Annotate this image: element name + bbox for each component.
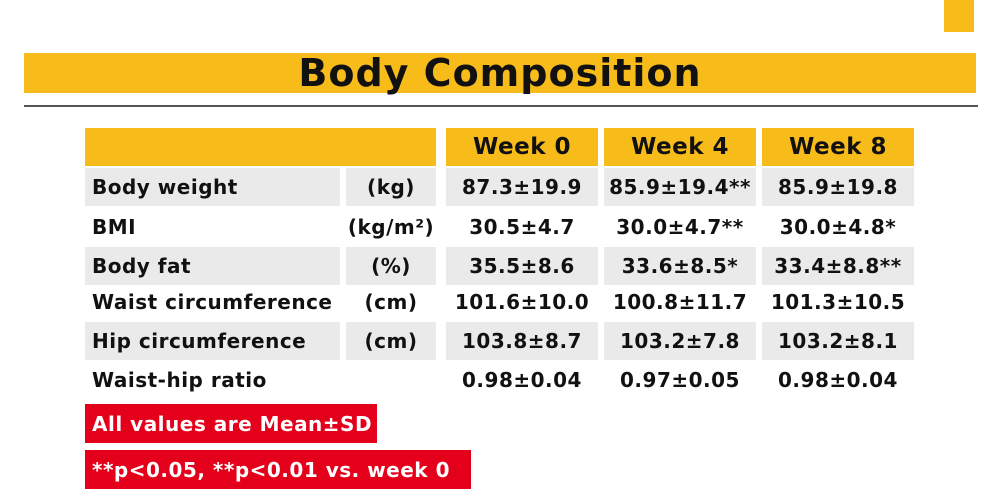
row-label-waist-hip-ratio: Waist-hip ratio (92, 368, 267, 392)
row-label-body-fat: Body fat (85, 247, 340, 285)
value-bmi-week-4: 30.0±4.7** (616, 215, 744, 239)
value-hip-circumference-week-4: 103.2±7.8 (604, 322, 756, 360)
value-waist-circumference-week-8: 101.3±10.5 (770, 290, 906, 314)
note-significance: **p<0.05, **p<0.01 vs. week 0 (85, 450, 471, 489)
value-hip-circumference-week-8: 103.2±8.1 (762, 322, 914, 360)
value-waist-circumference-week-4: 100.8±11.7 (612, 290, 748, 314)
value-body-fat-week-0: 35.5±8.6 (446, 247, 598, 285)
corner-accent-tab (944, 0, 974, 32)
value-waist-hip-ratio-week-0: 0.98±0.04 (462, 368, 582, 392)
row-unit-waist-hip-ratio (346, 361, 436, 399)
title-divider (24, 105, 978, 107)
value-body-fat-week-8: 33.4±8.8** (762, 247, 914, 285)
column-header-week-8: Week 8 (762, 128, 914, 166)
row-unit-body-weight: (kg) (346, 168, 436, 206)
row-label-hip-circumference: Hip circumference (85, 322, 340, 360)
header-blank-cell (85, 128, 436, 166)
column-header-week-0: Week 0 (446, 128, 598, 166)
row-label-waist-circumference: Waist circumference (92, 290, 333, 314)
row-unit-bmi: (kg/m²) (347, 215, 435, 239)
value-bmi-week-0: 30.5±4.7 (469, 215, 575, 239)
value-body-fat-week-4: 33.6±8.5* (604, 247, 756, 285)
value-waist-circumference-week-0: 101.6±10.0 (454, 290, 590, 314)
row-unit-hip-circumference: (cm) (346, 322, 436, 360)
row-label-bmi: BMI (92, 215, 137, 239)
note-mean-sd: All values are Mean±SD (85, 404, 377, 443)
value-body-weight-week-0: 87.3±19.9 (446, 168, 598, 206)
value-bmi-week-8: 30.0±4.8* (779, 215, 897, 239)
value-waist-hip-ratio-week-4: 0.97±0.05 (620, 368, 740, 392)
page-title: Body Composition (298, 51, 702, 95)
value-hip-circumference-week-0: 103.8±8.7 (446, 322, 598, 360)
value-body-weight-week-8: 85.9±19.8 (762, 168, 914, 206)
value-body-weight-week-4: 85.9±19.4** (604, 168, 756, 206)
row-unit-body-fat: (%) (346, 247, 436, 285)
row-label-body-weight: Body weight (85, 168, 340, 206)
row-unit-waist-circumference: (cm) (364, 290, 418, 314)
value-waist-hip-ratio-week-8: 0.98±0.04 (778, 368, 898, 392)
title-bar: Body Composition (24, 53, 976, 93)
column-header-week-4: Week 4 (604, 128, 756, 166)
